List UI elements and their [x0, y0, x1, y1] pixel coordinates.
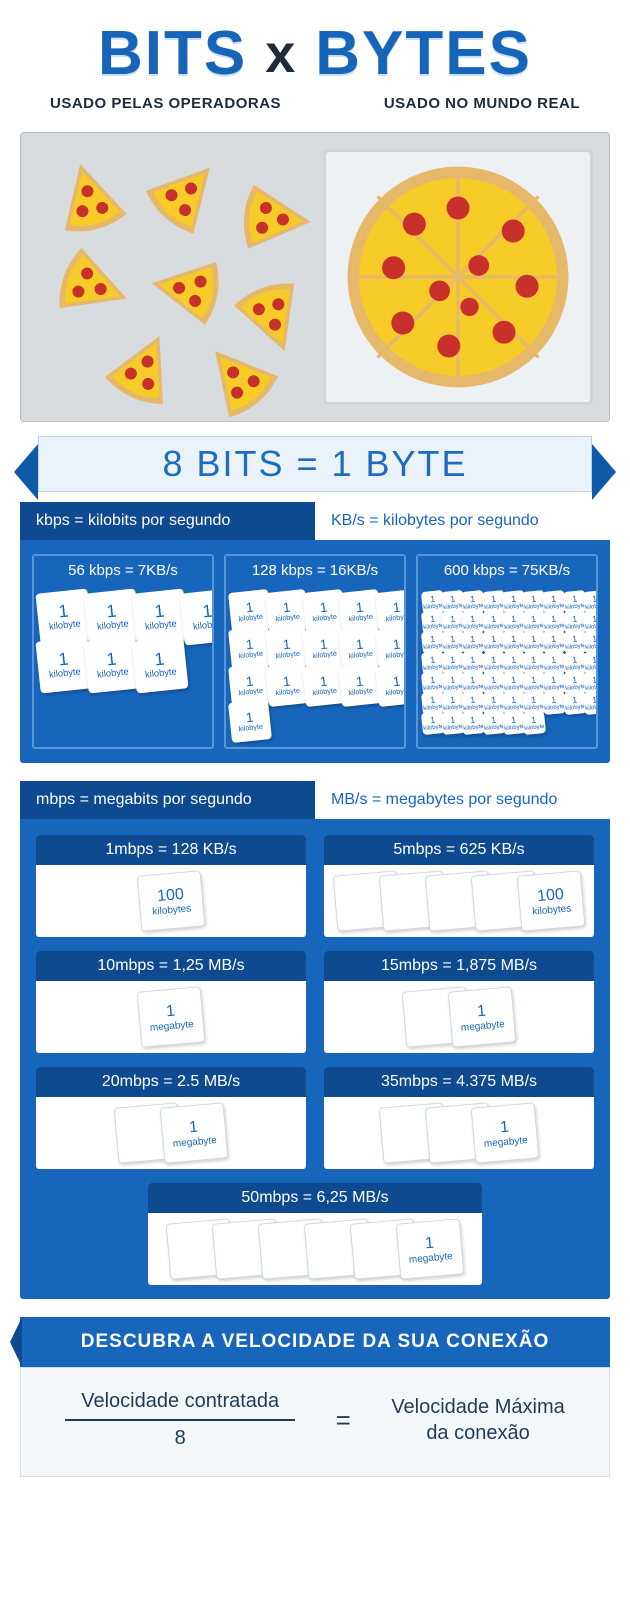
header: BITS x BYTES USADO PELAS OPERADORAS USAD… [0, 0, 630, 120]
mbps-defs: mbps = megabits por segundo MB/s = megab… [20, 781, 610, 819]
kilobyte-tile: 1kilobyte [375, 589, 404, 633]
megabyte-tile: 100kilobytes [517, 870, 586, 931]
title-bits: BITS [98, 18, 247, 89]
title-x: x [265, 23, 297, 85]
megabyte-tile: 1megabyte [137, 986, 206, 1047]
mbps-card-label: 10mbps = 1,25 MB/s [36, 951, 306, 981]
mbps-card-body: 1megabyte1megabyte [324, 981, 594, 1053]
kbps-section: kbps = kilobits por segundo KB/s = kilob… [20, 502, 610, 763]
formula-right: Velocidade Máxima da conexão [391, 1394, 564, 1446]
megabyte-tile: 100kilobytes [137, 870, 206, 931]
kbps-tile-cluster: 1kilobyte1kilobyte1kilobyte1kilobyte1kil… [418, 587, 596, 747]
mbps-card: 5mbps = 625 KB/s100kilobytes100kilobytes… [324, 835, 594, 937]
fraction-line [65, 1419, 295, 1421]
kilobyte-tile: 1kilobyte [522, 711, 546, 735]
mbps-card-label: 50mbps = 6,25 MB/s [148, 1183, 483, 1213]
pizza-slice-icon [139, 243, 232, 336]
mbps-card-label: 15mbps = 1,875 MB/s [324, 951, 594, 981]
fraction-bottom: 8 [175, 1427, 186, 1450]
mbps-card-label: 1mbps = 128 KB/s [36, 835, 306, 865]
megabyte-tile: 1megabyte [396, 1218, 465, 1279]
pizza-slices-area [37, 149, 311, 405]
mbps-card-body: 100kilobytes100kilobytes100kilobytes100k… [324, 865, 594, 937]
mbps-card-body: 1megabyte1megabyte1megabyte [324, 1097, 594, 1169]
kilobyte-tile: 1kilobyte [375, 663, 404, 707]
kbps-tile-cluster: 1kilobyte1kilobyte1kilobyte1kilobyte1kil… [226, 587, 404, 747]
pizza-box [323, 149, 593, 405]
kbps-card-label: 56 kbps = 7KB/s [34, 556, 212, 587]
kbps-card: 128 kbps = 16KB/s1kilobyte1kilobyte1kilo… [224, 554, 406, 749]
mbps-card: 15mbps = 1,875 MB/s1megabyte1megabyte [324, 951, 594, 1053]
pizza-panel [20, 132, 610, 422]
mbps-grid: 1mbps = 128 KB/s 100kilobytes 5mbps = 625 … [20, 819, 610, 1285]
kbps-tile-cluster: 1kilobyte1kilobyte1kilobyte1kilobyte1kil… [34, 587, 212, 747]
mbps-card: 20mbps = 2.5 MB/s1megabyte1megabyte [36, 1067, 306, 1169]
kbps-cards: 56 kbps = 7KB/s1kilobyte1kilobyte1kiloby… [20, 540, 610, 749]
formula: Velocidade contratada 8 = Velocidade Máx… [20, 1367, 610, 1477]
kbps-card-label: 128 kbps = 16KB/s [226, 556, 404, 587]
megabyte-tile: 1megabyte [448, 986, 517, 1047]
mbps-card-label: 35mbps = 4.375 MB/s [324, 1067, 594, 1097]
mbps-card-label: 20mbps = 2.5 MB/s [36, 1067, 306, 1097]
kbps-defs: kbps = kilobits por segundo KB/s = kilob… [20, 502, 610, 540]
conversion-ribbon: 8 BITS = 1 BYTE [20, 436, 610, 492]
mbps-card-body: 1megabyte1megabyte1megabyte1megabyte1meg… [148, 1213, 483, 1285]
kilobyte-tile: 1kilobyte [583, 630, 596, 654]
pizza-slice-icon [131, 137, 244, 250]
kbps-card: 56 kbps = 7KB/s1kilobyte1kilobyte1kiloby… [32, 554, 214, 749]
fraction-top: Velocidade contratada [81, 1390, 279, 1413]
kilobyte-tile: 1kilobyte [131, 636, 188, 693]
kilobyte-tile: 1kilobyte [179, 588, 212, 645]
mbps-card: 35mbps = 4.375 MB/s1megabyte1megabyte1me… [324, 1067, 594, 1169]
kbps-card: 600 kbps = 75KB/s 1kilobyte 1kilobyte 1kilo… [416, 554, 598, 749]
subtitle-right: USADO NO MUNDO REAL [384, 95, 580, 112]
equals-sign: = [336, 1405, 351, 1436]
mbps-section: mbps = megabits por segundo MB/s = megab… [20, 781, 610, 1299]
mbps-card: 1mbps = 128 KB/s 100kilobytes [36, 835, 306, 937]
fraction: Velocidade contratada 8 [65, 1390, 295, 1450]
bottom-heading: DESCUBRA A VELOCIDADE DA SUA CONEXÃO [20, 1317, 610, 1367]
infographic-root: BITS x BYTES USADO PELAS OPERADORAS USAD… [0, 0, 630, 1477]
whole-pizza-icon [343, 162, 573, 392]
pizza-slice-icon [234, 176, 321, 263]
kilobyte-tile: 1kilobyte [583, 691, 596, 715]
mbps-card: 50mbps = 6,25 MB/s1megabyte1megabyte1meg… [148, 1183, 483, 1285]
kilobyte-tile: 1kilobyte [228, 699, 272, 743]
formula-right-2: da conexão [391, 1420, 564, 1446]
megabyte-tile: 1megabyte [160, 1102, 229, 1163]
kbps-card-label: 600 kbps = 75KB/s [418, 556, 596, 587]
subtitle-left: USADO PELAS OPERADORAS [50, 95, 281, 112]
subtitle-row: USADO PELAS OPERADORAS USADO NO MUNDO RE… [20, 89, 610, 112]
mbps-card-body: 1megabyte [36, 981, 306, 1053]
mbps-card-body: 1megabyte1megabyte [36, 1097, 306, 1169]
def-kbps: kbps = kilobits por segundo [20, 502, 315, 540]
mbps-card: 10mbps = 1,25 MB/s 1megabyte [36, 951, 306, 1053]
mbps-card-body: 100kilobytes [36, 865, 306, 937]
pizza-slice-icon [40, 148, 138, 246]
def-mbs: MB/s = megabytes por segundo [315, 781, 610, 819]
kilobyte-tile: 1kilobyte [375, 626, 404, 670]
mbps-card-label: 5mbps = 625 KB/s [324, 835, 594, 865]
def-kbs: KB/s = kilobytes por segundo [315, 502, 610, 540]
ribbon-text: 8 BITS = 1 BYTE [38, 436, 592, 492]
def-mbps: mbps = megabits por segundo [20, 781, 315, 819]
formula-right-1: Velocidade Máxima [391, 1394, 564, 1420]
title-row: BITS x BYTES [20, 18, 610, 89]
megabyte-tile: 1megabyte [471, 1102, 540, 1163]
title-bytes: BYTES [315, 18, 532, 89]
